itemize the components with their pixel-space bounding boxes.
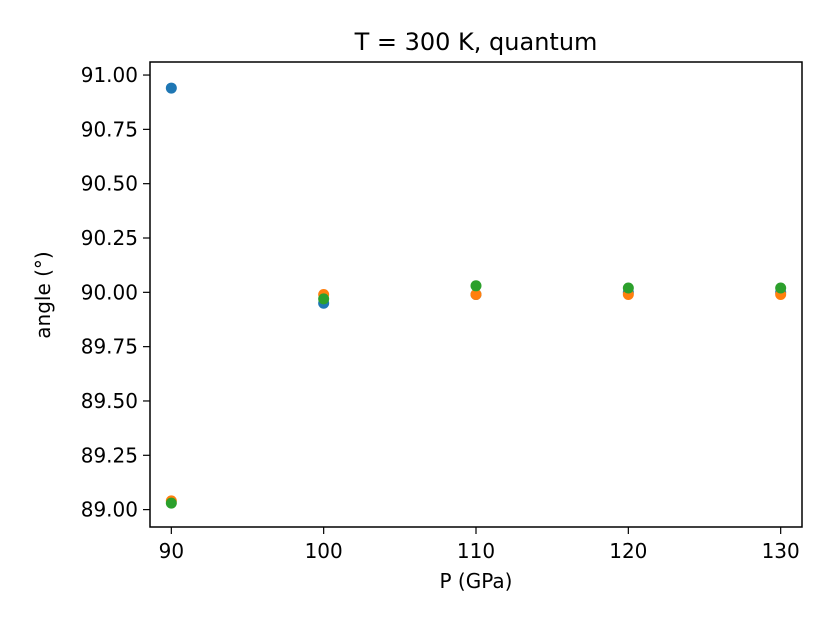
y-tick-label: 89.25 (81, 443, 138, 467)
data-point-series-3 (318, 293, 330, 305)
data-point-series-3 (775, 282, 787, 294)
data-point-series-3 (470, 280, 482, 292)
y-tick-label: 90.50 (81, 172, 138, 196)
y-axis-label: angle (°) (31, 251, 55, 338)
y-tick-label: 90.75 (81, 117, 138, 141)
data-points (165, 82, 787, 509)
y-tick-label: 90.25 (81, 226, 138, 250)
data-point-series-3 (165, 497, 177, 509)
y-tick-label: 89.50 (81, 389, 138, 413)
x-tick-label: 90 (159, 539, 184, 563)
x-axis-label: P (GPa) (440, 569, 513, 593)
x-tick-label: 130 (762, 539, 800, 563)
x-tick-label: 120 (609, 539, 647, 563)
x-axis-ticks: 90 100 110 120 130 (159, 527, 800, 563)
y-tick-label: 90.00 (81, 280, 138, 304)
chart-title: T = 300 K, quantum (354, 28, 598, 56)
x-tick-label: 110 (457, 539, 495, 563)
y-tick-label: 89.75 (81, 335, 138, 359)
y-axis-ticks: 89.00 89.25 89.50 89.75 90.00 90.25 90.50 90.75… (81, 63, 150, 522)
y-tick-label: 89.00 (81, 498, 138, 522)
data-point-series-3 (622, 282, 634, 294)
y-tick-label: 91.00 (81, 63, 138, 87)
x-tick-label: 100 (305, 539, 343, 563)
data-point-series-2 (470, 289, 482, 300)
data-point-series-1 (165, 82, 177, 94)
